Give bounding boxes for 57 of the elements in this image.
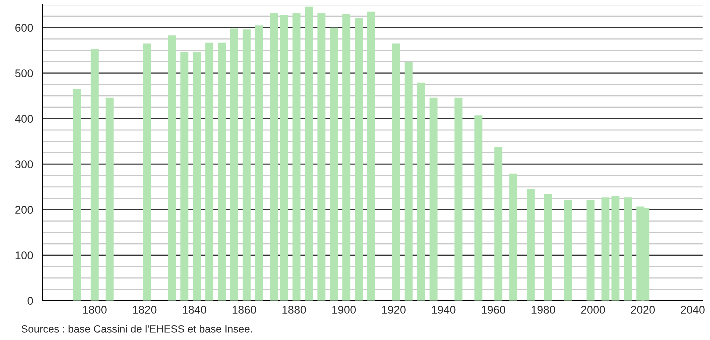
- x-tick-label: 1960: [482, 306, 506, 314]
- bar: [218, 42, 226, 301]
- x-tick-label: 1900: [332, 306, 356, 314]
- x-tick-label: 1820: [133, 306, 157, 314]
- x-tick-label: 1840: [183, 306, 207, 314]
- bar: [90, 49, 99, 301]
- bar: [206, 42, 214, 301]
- bar: [417, 82, 426, 301]
- bar: [106, 98, 114, 301]
- bar: [330, 28, 338, 301]
- bar: [342, 14, 351, 301]
- bar: [242, 30, 251, 301]
- x-tick-label: 2040: [681, 306, 705, 314]
- bar: [624, 198, 632, 301]
- x-tick-label: 1940: [432, 306, 456, 314]
- bar: [510, 174, 518, 301]
- bar: [602, 198, 610, 301]
- x-tick-label: 1860: [232, 306, 256, 314]
- y-tick-label: 200: [16, 206, 34, 214]
- bar: [180, 52, 189, 301]
- x-tick-label: 1880: [282, 306, 306, 314]
- bar: [404, 62, 413, 301]
- y-tick-label: 500: [15, 70, 34, 78]
- bar: [230, 28, 238, 301]
- bar: [564, 200, 572, 301]
- bar: [143, 44, 152, 301]
- y-tick-label: 400: [15, 115, 34, 124]
- x-tick-label: 2020: [631, 306, 656, 314]
- x-tick-label: 2000: [581, 306, 606, 314]
- bar: [526, 189, 535, 301]
- bar: [270, 13, 278, 301]
- bar: [355, 18, 364, 301]
- bar: [280, 15, 288, 301]
- bar: [193, 52, 202, 301]
- bar: [544, 194, 552, 301]
- source-note: Sources : base Cassini de l'EHESS et base Insee.: [22, 325, 252, 333]
- y-tick-label: 0: [28, 297, 34, 306]
- bar: [474, 116, 483, 301]
- y-tick-label: 300: [15, 160, 34, 169]
- x-tick-label: 1800: [83, 306, 107, 314]
- y-tick-label: 100: [16, 252, 34, 260]
- bar: [586, 200, 595, 301]
- x-tick-label: 1980: [532, 306, 556, 314]
- bar: [168, 36, 176, 301]
- bar: [318, 13, 326, 301]
- bar: [305, 6, 314, 301]
- bar: [292, 13, 301, 301]
- bar: [454, 98, 463, 301]
- bar: [255, 26, 264, 301]
- y-tick-label: 600: [16, 24, 34, 32]
- bar: [73, 89, 82, 301]
- bar: [612, 196, 620, 301]
- bar: [430, 98, 438, 301]
- bar: [494, 147, 503, 301]
- bar: [368, 12, 376, 301]
- bar: [392, 44, 400, 301]
- x-tick-label: 1920: [382, 306, 406, 314]
